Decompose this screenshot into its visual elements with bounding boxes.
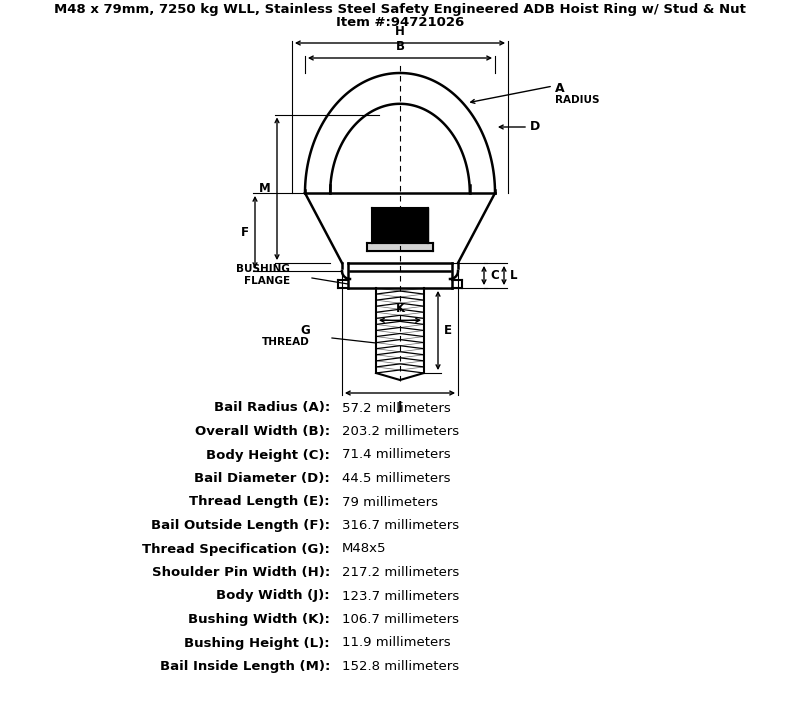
Text: 217.2 millimeters: 217.2 millimeters [342,566,459,579]
Text: Bail Outside Length (F):: Bail Outside Length (F): [151,519,330,532]
Text: 79 millimeters: 79 millimeters [342,496,438,508]
Text: Bushing Height (L):: Bushing Height (L): [184,636,330,650]
Text: Shoulder Pin Width (H):: Shoulder Pin Width (H): [152,566,330,579]
Text: 152.8 millimeters: 152.8 millimeters [342,660,459,673]
Text: K: K [395,302,405,316]
Text: Bail Radius (A):: Bail Radius (A): [214,401,330,415]
Text: Bail Inside Length (M):: Bail Inside Length (M): [160,660,330,673]
Text: Bushing Width (K):: Bushing Width (K): [188,613,330,626]
Text: RADIUS: RADIUS [555,95,599,105]
Text: M: M [259,182,271,195]
Text: 11.9 millimeters: 11.9 millimeters [342,636,450,650]
Text: THREAD: THREAD [262,337,310,347]
Text: Bail Diameter (D):: Bail Diameter (D): [194,472,330,485]
Text: 203.2 millimeters: 203.2 millimeters [342,425,459,438]
Text: 123.7 millimeters: 123.7 millimeters [342,590,459,602]
Text: M48 x 79mm, 7250 kg WLL, Stainless Steel Safety Engineered ADB Hoist Ring w/ Stu: M48 x 79mm, 7250 kg WLL, Stainless Steel… [54,3,746,16]
Text: C: C [490,269,498,282]
Text: E: E [444,324,452,337]
Text: 57.2 millimeters: 57.2 millimeters [342,401,450,415]
Text: 316.7 millimeters: 316.7 millimeters [342,519,459,532]
Text: J: J [398,400,402,413]
Text: Thread Specification (G):: Thread Specification (G): [142,543,330,555]
Text: A: A [555,82,565,94]
Text: Overall Width (B):: Overall Width (B): [195,425,330,438]
Text: 44.5 millimeters: 44.5 millimeters [342,472,450,485]
Text: FLANGE: FLANGE [244,276,290,286]
Text: 106.7 millimeters: 106.7 millimeters [342,613,459,626]
Text: BUSHING: BUSHING [236,264,290,274]
Text: F: F [241,226,249,238]
Text: G: G [300,323,310,337]
Text: D: D [530,120,540,134]
Text: Body Height (C):: Body Height (C): [206,449,330,461]
Text: 71.4 millimeters: 71.4 millimeters [342,449,450,461]
Text: Body Width (J):: Body Width (J): [216,590,330,602]
Text: B: B [395,40,405,53]
Text: L: L [510,269,518,282]
Text: Item #:94721026: Item #:94721026 [336,16,464,29]
Text: Thread Length (E):: Thread Length (E): [190,496,330,508]
Text: H: H [395,25,405,38]
Text: M48x5: M48x5 [342,543,386,555]
